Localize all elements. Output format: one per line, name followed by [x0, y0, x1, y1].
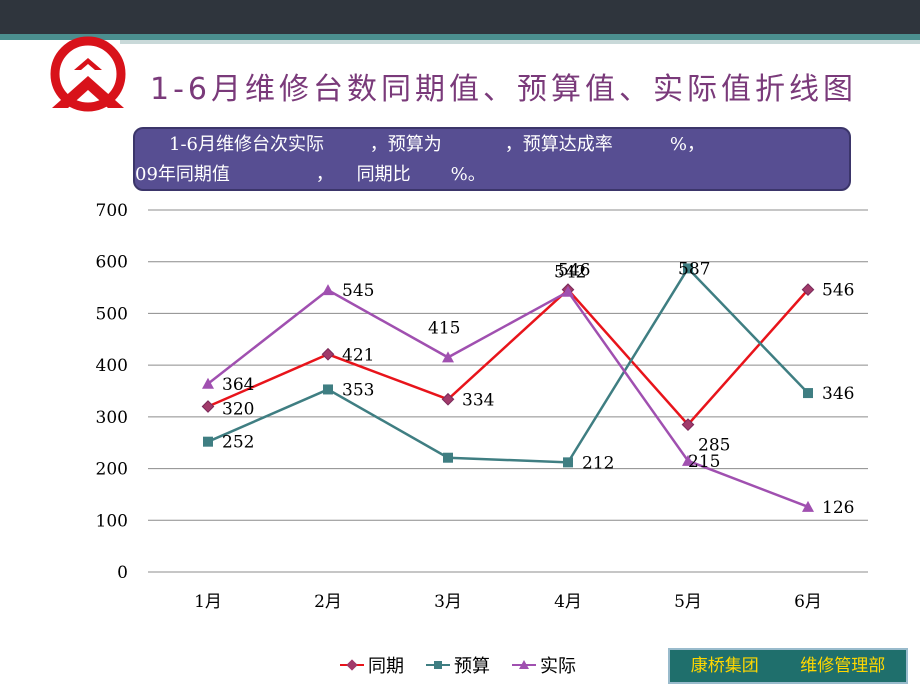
data-point-marker	[321, 347, 335, 361]
data-label: 334	[462, 390, 494, 410]
data-point-marker	[442, 351, 454, 363]
x-tick-label: 5月	[674, 592, 702, 612]
x-tick-label: 6月	[794, 592, 822, 612]
summary-line-1: 1-6月维修台次实际 ，预算为 ，预算达成率 %，	[169, 134, 706, 155]
footer-banner: 康桥集团 维修管理部	[668, 648, 908, 684]
data-point-marker	[441, 392, 455, 406]
data-label: 285	[698, 436, 730, 456]
series-line-1	[207, 266, 809, 464]
data-point-marker	[201, 400, 215, 413]
footer-company: 康桥集团	[690, 656, 759, 676]
y-tick-label: 300	[96, 408, 128, 428]
data-point-marker	[443, 452, 453, 463]
data-label: 126	[822, 498, 854, 518]
data-label: 353	[342, 380, 374, 400]
summary-box: 1-6月维修台次实际 ，预算为 ，预算达成率 %， 09年同期值 ， 同期比 %…	[133, 127, 851, 191]
data-label: 545	[342, 281, 374, 301]
top-bar	[0, 0, 920, 34]
y-tick-label: 700	[96, 201, 128, 221]
page-title: 1-6月维修台数同期值、预算值、实际值折线图	[150, 72, 857, 107]
data-point-marker	[802, 500, 814, 512]
data-point-marker	[682, 454, 694, 466]
series-line-2	[207, 288, 809, 509]
data-point-marker	[683, 263, 693, 274]
company-logo	[50, 36, 126, 112]
legend-swatch-yusuan	[426, 661, 450, 669]
data-label: 346	[822, 384, 854, 404]
data-point-marker	[203, 436, 213, 447]
footer-department: 维修管理部	[800, 656, 886, 676]
y-tick-label: 200	[96, 460, 128, 480]
chart-legend: 同期 预算 实际	[340, 652, 576, 678]
data-point-marker	[801, 283, 815, 297]
legend-label-yusuan: 预算	[454, 656, 490, 677]
data-point-marker	[681, 418, 695, 431]
data-label: 421	[342, 345, 374, 365]
data-point-marker	[563, 457, 573, 468]
top-bar-light-line	[120, 40, 920, 44]
data-label: 587	[678, 259, 710, 279]
data-point-marker	[322, 284, 334, 296]
legend-item-yusuan: 预算	[426, 652, 490, 678]
y-tick-label: 0	[117, 563, 128, 583]
data-point-marker	[323, 384, 333, 395]
x-tick-label: 1月	[194, 592, 222, 612]
data-point-marker	[202, 377, 214, 389]
data-label: 542	[554, 263, 586, 283]
data-label: 415	[428, 318, 460, 338]
data-label: 252	[222, 433, 254, 453]
data-label: 320	[222, 400, 254, 420]
legend-item-shiji: 实际	[512, 652, 576, 678]
x-tick-label: 2月	[314, 592, 342, 612]
y-tick-label: 100	[96, 511, 128, 531]
y-tick-label: 500	[96, 304, 128, 324]
data-point-marker	[562, 285, 574, 297]
y-tick-label: 600	[96, 253, 128, 273]
legend-swatch-tongqi	[340, 659, 364, 671]
x-tick-label: 3月	[434, 592, 462, 612]
legend-label-tongqi: 同期	[368, 656, 404, 677]
summary-line-2: 09年同期值 ， 同期比 %。	[135, 164, 486, 185]
legend-label-shiji: 实际	[540, 656, 576, 677]
top-bar-accent-line	[0, 34, 920, 40]
data-point-marker	[803, 388, 813, 399]
series-line-0	[207, 287, 809, 427]
data-label: 364	[222, 375, 254, 395]
legend-item-tongqi: 同期	[340, 652, 404, 678]
y-tick-label: 400	[96, 356, 128, 376]
data-label: 215	[688, 452, 720, 472]
legend-swatch-shiji	[512, 660, 536, 669]
data-label: 212	[582, 453, 614, 473]
data-label: 546	[822, 281, 854, 301]
data-label: 546	[558, 261, 590, 281]
x-tick-label: 4月	[554, 592, 582, 612]
